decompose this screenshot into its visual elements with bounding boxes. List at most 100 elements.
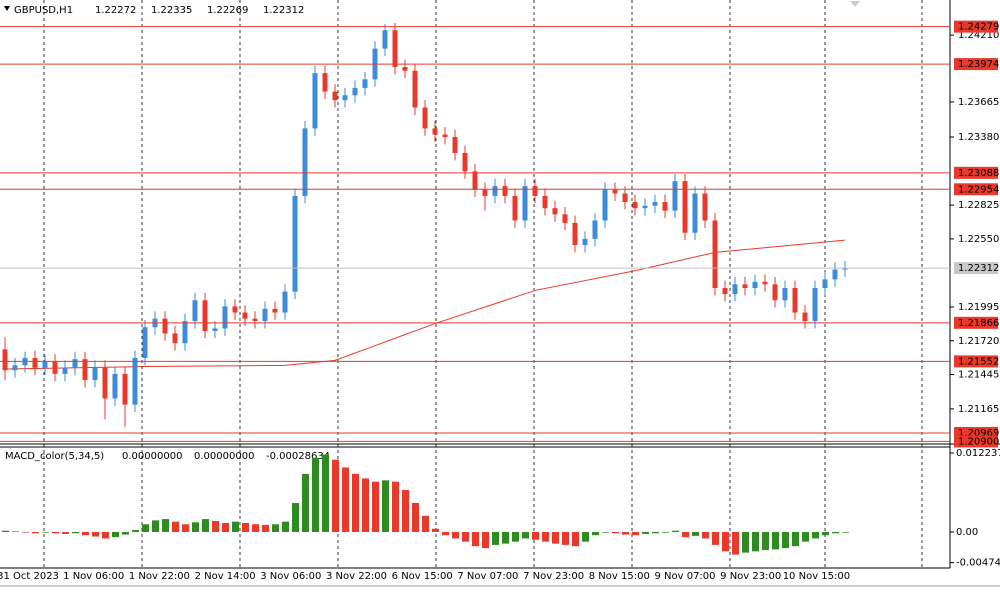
macd-bar <box>622 531 629 535</box>
candle-body <box>82 359 88 381</box>
current-price-tag <box>954 262 998 275</box>
candle-body <box>172 333 178 344</box>
macd-bar <box>782 531 789 549</box>
macd-bar <box>192 522 199 532</box>
macd-bar <box>122 531 129 535</box>
macd-bar <box>112 531 119 538</box>
candle-body <box>432 128 438 135</box>
candle-body <box>612 189 618 194</box>
candle-body <box>342 95 348 101</box>
level-label: 1.22954 <box>958 184 999 195</box>
macd-bar <box>322 454 329 532</box>
macd-bar <box>142 524 149 532</box>
macd-reading: 0.00000000 <box>194 451 254 462</box>
macd-bar <box>382 480 389 532</box>
macd-bar <box>362 478 369 532</box>
macd-bar <box>762 531 769 551</box>
y-tick-label: 1.22825 <box>958 200 999 211</box>
candle-body <box>562 214 568 223</box>
macd-bar <box>12 531 19 532</box>
macd-bar <box>32 531 39 534</box>
macd-bar <box>732 531 739 555</box>
shift-marker <box>850 1 860 7</box>
macd-bar <box>202 519 209 532</box>
macd-y-tick-label: -0.0047475 <box>956 558 1000 569</box>
macd-bar <box>152 520 159 532</box>
y-tick-label: 1.24210 <box>958 30 999 41</box>
candle-body <box>132 357 138 405</box>
candle-body <box>752 281 758 288</box>
macd-bar <box>72 531 79 534</box>
candle-body <box>682 181 688 233</box>
candle-body <box>692 193 698 233</box>
candle-body <box>592 220 598 239</box>
macd-bar <box>22 531 29 533</box>
macd-bar <box>442 531 449 536</box>
candle-body <box>232 306 238 313</box>
candle-body <box>12 365 18 371</box>
level-tag <box>954 183 998 196</box>
time-label: 3 Nov 06:00 <box>260 571 321 582</box>
macd-bar <box>582 531 589 542</box>
macd-bar <box>692 531 699 536</box>
candle-body <box>632 202 638 209</box>
candle-body <box>712 220 718 288</box>
candle-body <box>302 128 308 196</box>
macd-bar <box>672 530 679 532</box>
macd-bar <box>602 531 609 533</box>
macd-bar <box>532 531 539 540</box>
candle-body <box>492 186 498 196</box>
candle-body <box>842 268 848 270</box>
time-label: 8 Nov 15:00 <box>589 571 650 582</box>
quote-value: 1.22272 <box>95 5 136 16</box>
macd-bar <box>652 531 659 534</box>
macd-reading: -0.00028634 <box>266 451 330 462</box>
candle-body <box>32 357 38 368</box>
candle-body <box>202 300 208 331</box>
candle-body <box>542 195 548 209</box>
candle-body <box>792 287 798 313</box>
candle-body <box>732 284 738 295</box>
time-label: 6 Nov 15:00 <box>392 571 453 582</box>
y-tick-label: 1.21720 <box>958 336 999 347</box>
macd-bar <box>482 531 489 549</box>
macd-bar <box>182 524 189 532</box>
macd-bar <box>292 502 299 532</box>
macd-bar <box>82 531 89 536</box>
candle-body <box>282 291 288 313</box>
candle-body <box>782 287 788 301</box>
level-label: 1.21866 <box>958 318 999 329</box>
macd-bar <box>702 531 709 539</box>
time-label: 3 Nov 22:00 <box>326 571 387 582</box>
macd-bar <box>222 522 229 532</box>
macd-bar <box>52 531 59 534</box>
level-tag <box>954 166 998 179</box>
macd-bar <box>352 473 359 532</box>
macd-bar <box>802 531 809 542</box>
candle-body <box>42 361 48 368</box>
macd-bar <box>562 531 569 545</box>
candle-body <box>422 107 428 129</box>
candle-body <box>142 327 148 358</box>
macd-bar <box>492 531 499 545</box>
candle-body <box>702 193 708 221</box>
candle-body <box>412 70 418 108</box>
macd-bar <box>392 481 399 532</box>
macd-bar <box>452 531 459 539</box>
macd-bar <box>812 531 819 539</box>
macd-bar <box>312 457 319 532</box>
candle-body <box>512 195 518 221</box>
candle-body <box>642 205 648 209</box>
macd-title: MACD_color(5,34,5) <box>5 451 104 462</box>
macd-bar <box>642 531 649 534</box>
candle-body <box>252 318 258 322</box>
macd-bar <box>402 490 409 532</box>
macd-bar <box>792 531 799 547</box>
candle-body <box>622 193 628 203</box>
candle-body <box>722 287 728 295</box>
macd-bar <box>232 521 239 532</box>
macd-bar <box>92 531 99 537</box>
menu-arrow[interactable] <box>4 6 10 11</box>
candle-body <box>522 186 528 221</box>
